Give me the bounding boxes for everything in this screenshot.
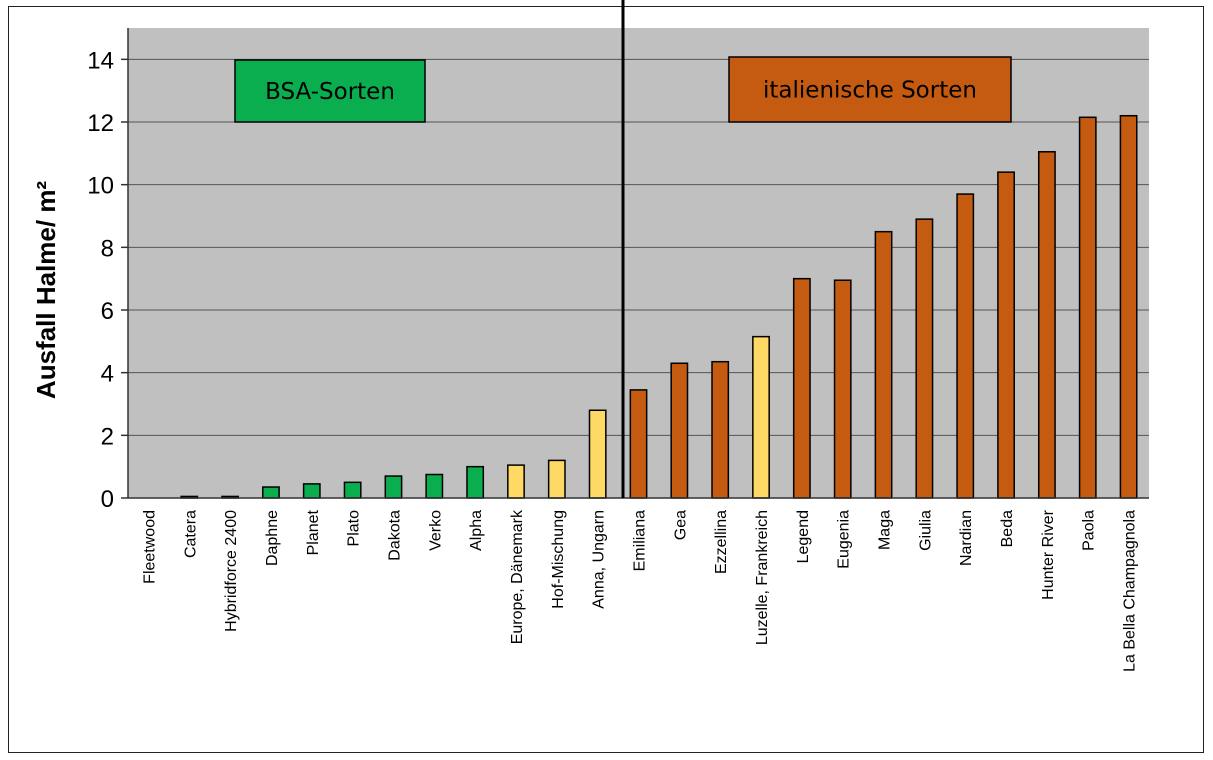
x-tick-label-15: Luzelle, Frankreich	[754, 510, 771, 645]
bar-8	[466, 465, 485, 499]
bar-4	[302, 483, 321, 499]
y-tick-label-0: 0	[101, 486, 114, 513]
y-tick-label-4: 8	[101, 235, 114, 262]
x-tick-label-17: Eugenia	[836, 510, 853, 569]
x-tick-label-0: Fleetwood	[141, 510, 158, 584]
bar-14	[711, 360, 730, 499]
bar-7	[425, 473, 444, 499]
y-tick-label-6: 12	[87, 110, 114, 137]
bar-16	[792, 277, 811, 499]
x-tick-label-10: Hof-Mischung	[550, 510, 567, 609]
bar-6	[384, 475, 403, 499]
bar-20	[956, 193, 975, 499]
y-tick-label-7: 14	[87, 47, 114, 74]
y-tick-label-5: 10	[87, 173, 114, 200]
legend-boxes: BSA-Sorten italienische Sorten	[234, 56, 1012, 123]
legend-box-0	[234, 59, 426, 123]
bar-19	[915, 218, 934, 499]
x-tick-label-20: Nardian	[958, 510, 975, 566]
x-tick-label-21: Beda	[999, 510, 1016, 547]
bar-17	[833, 279, 852, 499]
y-tick-label-1: 2	[101, 423, 114, 450]
bar-13	[670, 362, 689, 499]
x-tick-label-8: Alpha	[468, 510, 485, 551]
x-tick-label-1: Catera	[182, 510, 199, 558]
x-tick-label-7: Verko	[427, 510, 444, 551]
x-tick-label-12: Emiliana	[632, 510, 649, 571]
y-tick-label-3: 6	[101, 298, 114, 325]
legend-label-1: italienische Sorten	[763, 78, 977, 104]
bar-11	[588, 409, 607, 499]
x-tick-label-13: Gea	[672, 510, 689, 540]
x-tick-label-18: Maga	[877, 510, 894, 550]
bar-23	[1078, 116, 1097, 499]
x-tick-label-22: Hunter River	[1040, 509, 1057, 599]
x-tick-label-14: Ezzellina	[713, 510, 730, 574]
bar-3	[262, 486, 280, 499]
bar-9	[507, 464, 525, 499]
x-tick-label-16: Legend	[795, 510, 812, 563]
x-axis-labels: Fleetwood Catera Hybridforce 2400 Daphne Pla…	[141, 509, 1138, 672]
x-tick-label-4: Planet	[305, 509, 322, 555]
bar-10	[547, 459, 566, 499]
legend-box-1	[728, 56, 1012, 123]
y-axis-title: Ausfall Halme/ m²	[31, 181, 61, 400]
y-axis-ticks: 0 2 4 6 8 10 12 14	[87, 47, 128, 513]
x-tick-label-2: Hybridforce 2400	[223, 510, 240, 632]
bar-15	[752, 335, 770, 499]
bar-22	[1037, 151, 1056, 499]
x-tick-label-3: Daphne	[264, 510, 281, 566]
x-tick-label-11: Anna, Ungarn	[591, 510, 608, 609]
x-tick-label-23: Paola	[1081, 510, 1098, 551]
bar-21	[997, 171, 1015, 499]
bar-24	[1119, 114, 1138, 499]
bar-12	[629, 389, 648, 499]
bar-5	[343, 481, 362, 499]
y-tick-label-2: 4	[101, 361, 114, 388]
x-tick-label-19: Giulia	[917, 510, 934, 551]
x-tick-label-6: Dakota	[386, 510, 403, 561]
x-tick-label-5: Plato	[346, 510, 363, 547]
x-tick-label-9: Europe, Dänemark	[509, 509, 526, 644]
x-tick-label-24: La Bella Champagnola	[1122, 510, 1139, 672]
legend-label-0: BSA-Sorten	[265, 79, 395, 105]
bar-18	[874, 230, 893, 499]
bars	[180, 114, 1138, 499]
